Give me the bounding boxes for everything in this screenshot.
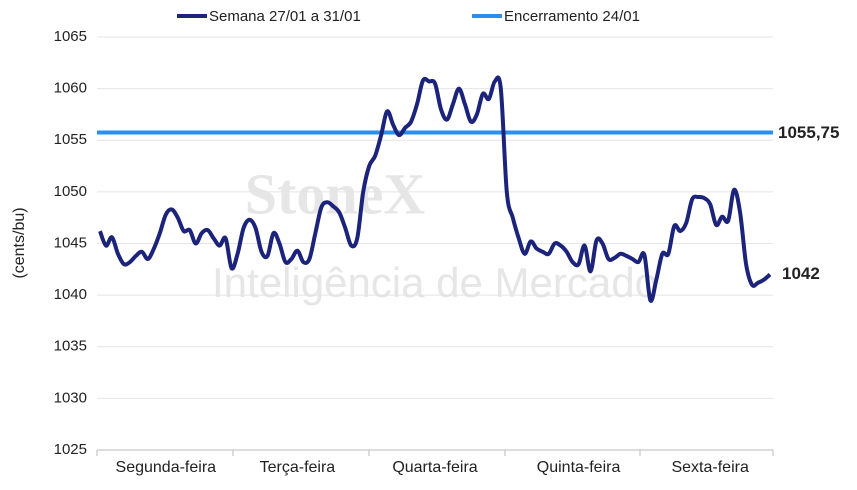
reference-value-label: 1055,75	[778, 123, 839, 142]
y-tick-label: 1045	[54, 234, 87, 251]
x-tick-label: Terça-feira	[260, 459, 336, 476]
y-tick-label: 1065	[54, 28, 87, 45]
y-tick-label: 1060	[54, 80, 87, 97]
y-tick-label: 1030	[54, 389, 87, 406]
y-tick-label: 1025	[54, 441, 87, 458]
y-tick-label: 1055	[54, 131, 87, 148]
x-axis	[96, 449, 774, 456]
watermark: StoneX	[245, 161, 426, 226]
end-value-label: 1042	[782, 264, 820, 283]
legend-label: Semana 27/01 a 31/01	[209, 8, 361, 25]
y-tick-label: 1035	[54, 338, 87, 355]
y-axis-label: (cents/bu)	[11, 207, 28, 278]
x-tick-label: Quarta-feira	[392, 459, 477, 476]
legend-label: Encerramento 24/01	[504, 8, 640, 25]
watermark: Inteligência de Mercado	[212, 259, 658, 306]
y-tick-label: 1040	[54, 286, 87, 303]
y-tick-label: 1050	[54, 183, 87, 200]
x-tick-label: Quinta-feira	[537, 459, 621, 476]
series-line	[98, 75, 772, 303]
x-tick-label: Segunda-feira	[116, 459, 217, 476]
x-tick-label: Sexta-feira	[671, 459, 748, 476]
